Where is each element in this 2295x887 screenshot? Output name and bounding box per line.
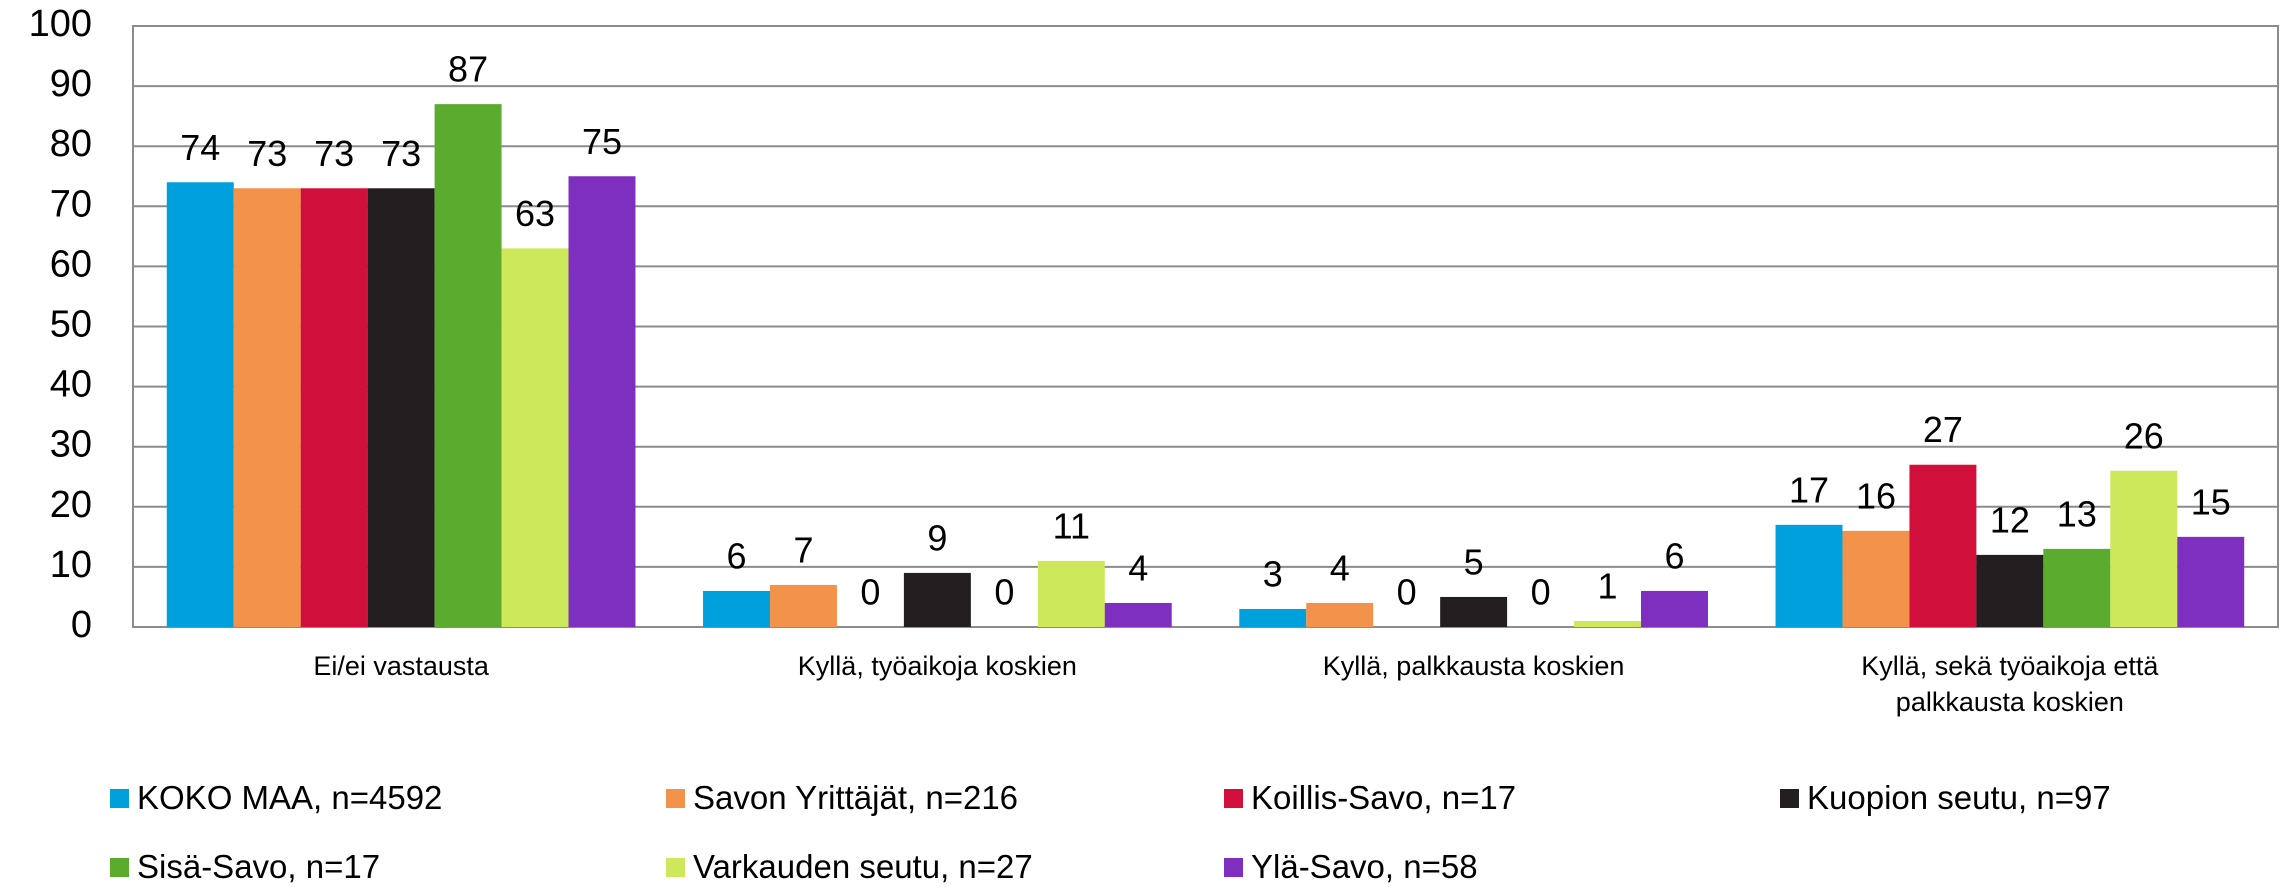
data-label: 74 xyxy=(180,127,220,168)
y-tick-label: 20 xyxy=(50,484,92,526)
data-label: 3 xyxy=(1263,553,1283,594)
data-label: 0 xyxy=(1531,572,1551,613)
data-label: 6 xyxy=(726,535,746,576)
data-label: 6 xyxy=(1664,535,1684,576)
legend-item: Koillis-Savo, n=17 xyxy=(1224,779,1516,817)
legend-label: Sisä-Savo, n=17 xyxy=(137,848,381,885)
x-tick-label: Kyllä, sekä työaikoja että palkkausta ko… xyxy=(1861,651,2159,717)
legend-item: Sisä-Savo, n=17 xyxy=(110,848,380,886)
y-tick-label: 100 xyxy=(29,3,92,45)
y-tick-label: 30 xyxy=(50,424,92,466)
data-label: 63 xyxy=(515,193,555,234)
bar xyxy=(1976,554,2044,627)
legend-item: Varkauden seutu, n=27 xyxy=(666,848,1033,886)
data-label: 75 xyxy=(582,121,622,162)
legend-label: Varkauden seutu, n=27 xyxy=(693,848,1033,885)
data-label: 27 xyxy=(1923,409,1963,450)
bar xyxy=(1641,590,1708,627)
data-label: 12 xyxy=(1990,499,2030,540)
bar xyxy=(1574,620,1642,627)
bar xyxy=(1909,464,1977,627)
bar xyxy=(1239,608,1307,627)
data-label: 73 xyxy=(381,133,421,174)
y-tick-label: 0 xyxy=(71,604,92,646)
bar xyxy=(300,188,368,627)
y-tick-label: 40 xyxy=(50,364,92,406)
bar xyxy=(769,584,837,627)
data-label: 4 xyxy=(1330,547,1350,588)
bar xyxy=(501,248,569,627)
bar xyxy=(703,590,770,627)
y-tick-label: 50 xyxy=(50,304,92,346)
bar xyxy=(2110,470,2178,627)
legend-swatch xyxy=(110,788,129,808)
legend-label: KOKO MAA, n=4592 xyxy=(137,779,443,816)
y-tick-label: 60 xyxy=(50,243,92,285)
legend-item: KOKO MAA, n=4592 xyxy=(110,779,442,817)
x-tick-label: Kyllä, työaikoja koskien xyxy=(797,651,1077,681)
y-tick-label: 80 xyxy=(50,123,92,165)
data-label: 73 xyxy=(247,133,287,174)
legend-swatch xyxy=(1224,788,1243,808)
data-label: 4 xyxy=(1128,547,1148,588)
bar xyxy=(434,104,502,627)
y-tick-label: 90 xyxy=(50,63,92,105)
data-label: 7 xyxy=(793,529,813,570)
bar xyxy=(1104,602,1172,627)
bar xyxy=(903,572,971,627)
bar xyxy=(1775,524,1843,627)
bar xyxy=(166,182,234,627)
data-label: 0 xyxy=(860,572,880,613)
bar xyxy=(1440,596,1508,627)
data-label: 73 xyxy=(314,133,354,174)
bar xyxy=(2177,536,2245,627)
x-tick-label: Ei/ei vastausta xyxy=(313,651,489,681)
legend-swatch xyxy=(1780,788,1799,808)
plot-border xyxy=(132,25,2279,628)
data-label: 13 xyxy=(2057,493,2097,534)
bar xyxy=(233,188,301,627)
bar xyxy=(1037,560,1105,627)
data-label: 16 xyxy=(1856,475,1896,516)
legend-swatch xyxy=(666,788,685,808)
data-label: 87 xyxy=(448,49,488,90)
legend-swatch xyxy=(1224,857,1243,877)
legend-label: Savon Yrittäjät, n=216 xyxy=(693,779,1019,816)
legend-item: Ylä-Savo, n=58 xyxy=(1224,848,1478,886)
legend-swatch xyxy=(110,857,129,877)
data-label: 26 xyxy=(2124,415,2164,456)
data-label: 15 xyxy=(2191,481,2231,522)
data-label: 0 xyxy=(994,572,1014,613)
y-tick-label: 70 xyxy=(50,183,92,225)
data-label: 9 xyxy=(927,517,947,558)
bar xyxy=(367,188,435,627)
legend-item: Kuopion seutu, n=97 xyxy=(1780,779,2111,817)
data-label: 0 xyxy=(1397,572,1417,613)
data-label: 11 xyxy=(1053,505,1090,546)
bar xyxy=(2043,548,2111,627)
data-label: 17 xyxy=(1789,469,1829,510)
y-tick-label: 10 xyxy=(50,544,92,586)
x-tick-label: Kyllä, palkkausta koskien xyxy=(1322,651,1625,681)
legend-swatch xyxy=(666,857,685,877)
legend-label: Ylä-Savo, n=58 xyxy=(1251,848,1478,885)
data-label: 5 xyxy=(1464,541,1484,582)
legend-label: Kuopion seutu, n=97 xyxy=(1807,779,2111,816)
bar xyxy=(568,176,636,627)
data-label: 1 xyxy=(1598,566,1618,607)
legend-label: Koillis-Savo, n=17 xyxy=(1251,779,1517,816)
legend-item: Savon Yrittäjät, n=216 xyxy=(666,779,1018,817)
bar xyxy=(1842,530,1910,627)
bar xyxy=(1306,602,1374,627)
